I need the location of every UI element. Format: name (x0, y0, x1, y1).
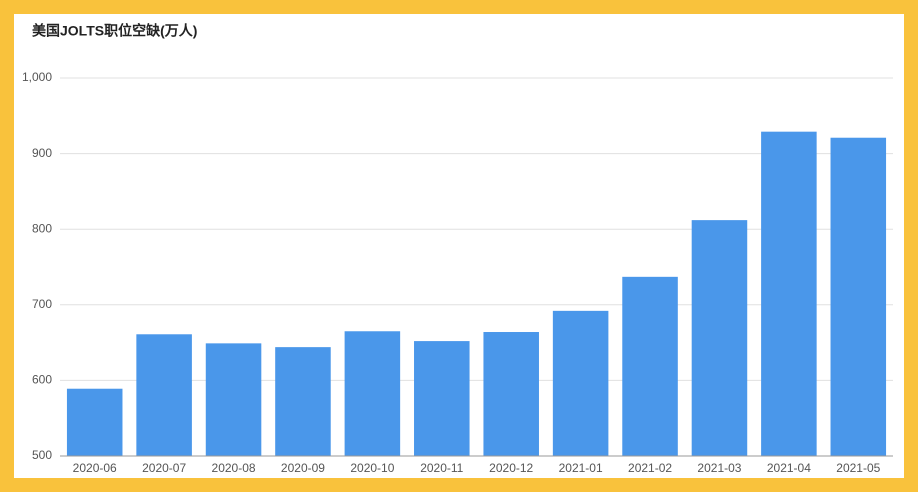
x-tick-label: 2020-07 (142, 461, 186, 475)
x-tick-label: 2021-02 (628, 461, 672, 475)
chart-title: 美国JOLTS职位空缺(万人) (32, 23, 197, 39)
y-tick-label: 800 (32, 221, 52, 235)
x-tick-label: 2020-06 (73, 461, 117, 475)
bar (483, 332, 539, 456)
x-tick-label: 2020-10 (350, 461, 394, 475)
bar (275, 347, 331, 456)
bar (622, 276, 678, 456)
x-tick-label: 2021-05 (836, 461, 880, 475)
x-tick-label: 2020-12 (489, 461, 533, 475)
bar (66, 388, 123, 456)
bar (136, 334, 192, 456)
bar (414, 341, 470, 456)
bar (761, 131, 817, 456)
x-tick-label: 2020-11 (420, 461, 463, 475)
y-tick-label: 600 (32, 373, 52, 387)
bar (205, 343, 262, 456)
y-tick-label: 700 (32, 297, 52, 311)
bar (691, 220, 748, 456)
x-tick-label: 2021-03 (697, 461, 741, 475)
x-tick-label: 2021-04 (767, 461, 811, 475)
x-tick-label: 2020-09 (281, 461, 325, 475)
x-tick-label: 2021-01 (559, 461, 603, 475)
y-tick-label: 900 (32, 146, 52, 160)
bar (344, 331, 401, 456)
bar (552, 310, 609, 456)
y-tick-label: 1,000 (22, 70, 52, 84)
x-tick-label: 2020-08 (212, 461, 256, 475)
bar (830, 137, 887, 456)
y-tick-label: 500 (32, 448, 52, 462)
